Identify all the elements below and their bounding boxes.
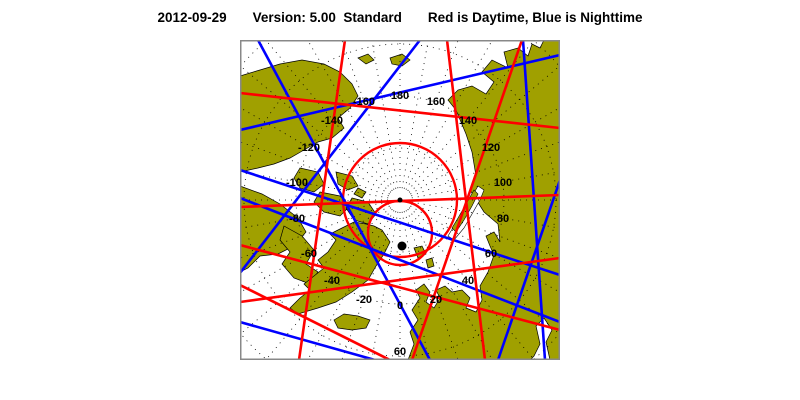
station-marker (397, 241, 407, 251)
graticule-label: -20 (356, 294, 372, 306)
land-iceland (333, 313, 371, 331)
land-new-siberian-islands (389, 53, 411, 67)
pole-marker (397, 197, 403, 203)
graticule-label: 40 (462, 275, 474, 287)
polar-map-svg: 0 20 40 60 80 100 120 140 160 180 -160 -140 -120 -100… (240, 40, 560, 360)
day-track-line (410, 40, 524, 360)
night-track-line (496, 179, 560, 360)
day-track-line (240, 256, 560, 304)
map-frame (240, 40, 560, 360)
graticule-label: 140 (459, 115, 477, 127)
night-track-line (256, 40, 432, 360)
day-track-line (297, 40, 347, 360)
graticule-label: 120 (482, 142, 500, 154)
night-track-line (240, 196, 560, 324)
graticule-label: -100 (286, 177, 308, 189)
day-track-line (240, 243, 560, 332)
graticule-label: -160 (353, 96, 375, 108)
latitude-circle (295, 95, 505, 305)
title-date: 2012-09-29 (157, 10, 227, 25)
graticule-label: -140 (321, 115, 343, 127)
polar-map: 0 20 40 60 80 100 120 140 160 180 -160 -140 -120 -100… (240, 40, 560, 360)
graticule-label: 80 (497, 213, 509, 225)
night-track-line (521, 40, 547, 360)
night-track-line (240, 320, 376, 360)
graticule-label: 100 (494, 177, 512, 189)
graticule-label: -60 (301, 248, 317, 260)
plot-title: 2012-09-29 Version: 5.00 Standard Red is D… (0, 10, 800, 25)
land-wrangel-island (357, 53, 375, 65)
night-track-line (240, 168, 560, 277)
day-track-line (240, 91, 560, 130)
graticule-label: 180 (391, 90, 409, 102)
graticule-label: 60 (485, 248, 497, 260)
graticule-label: 20 (430, 294, 442, 306)
night-track-line (240, 40, 422, 274)
graticule-label: -120 (298, 142, 320, 154)
latitude-circle (243, 43, 557, 357)
graticule-label: 60 (394, 346, 406, 358)
night-track-line (240, 53, 560, 132)
title-version: Version: 5.00 Standard (252, 10, 402, 25)
land-devon-island (353, 187, 367, 199)
graticule-label: -80 (289, 213, 305, 225)
title-legend: Red is Daytime, Blue is Nighttime (427, 10, 643, 25)
graticule-label: 160 (427, 96, 445, 108)
graticule-label: 0 (397, 300, 403, 312)
land-svalbard-2 (425, 257, 435, 269)
graticule-label: -40 (324, 275, 340, 287)
